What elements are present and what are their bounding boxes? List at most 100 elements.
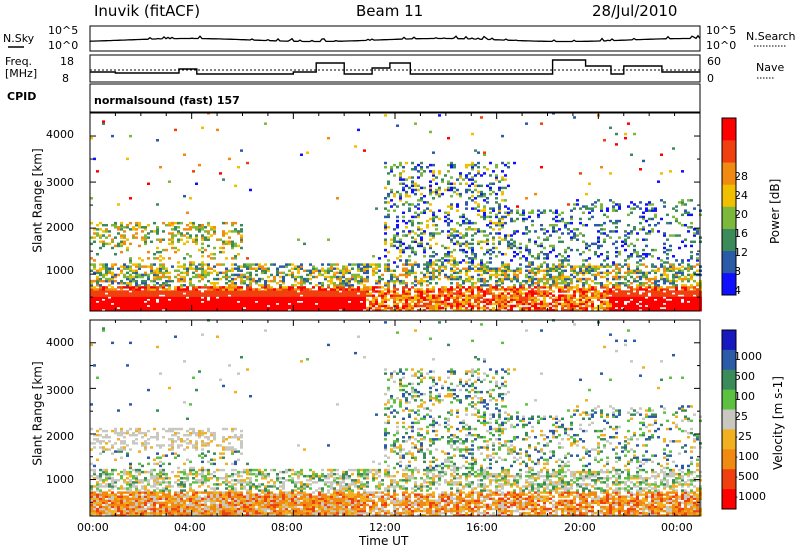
power-cell (294, 300, 297, 304)
power-cell (180, 296, 183, 299)
power-cell (228, 288, 231, 291)
power-cell (324, 292, 327, 295)
power-cell (681, 292, 684, 295)
power-cell (639, 255, 642, 258)
power-cell (396, 292, 399, 295)
power-cell (504, 267, 507, 270)
power-cell (336, 275, 339, 279)
velocity-cell (102, 491, 105, 494)
power-cell (693, 286, 696, 289)
power-cell (93, 292, 96, 295)
power-cell (177, 273, 180, 277)
power-cell (357, 263, 360, 266)
power-cell (573, 232, 576, 235)
power-cell (144, 288, 147, 291)
power-cell (405, 201, 408, 204)
velocity-cell (108, 472, 111, 476)
power-cell (198, 248, 201, 252)
power-cell (96, 281, 99, 285)
power-cell (222, 308, 225, 312)
power-cell (198, 298, 201, 302)
power-cell (516, 279, 519, 283)
power-cell (126, 298, 129, 302)
power-cell (333, 290, 336, 293)
power-cell (234, 296, 237, 299)
power-cell (108, 269, 111, 273)
power-cell (687, 290, 690, 293)
power-cell (471, 161, 474, 165)
power-cell (519, 296, 522, 299)
power-cell (666, 308, 669, 312)
power-cell (567, 296, 570, 299)
power-cell (396, 277, 399, 281)
power-cell (498, 288, 501, 291)
power-cell (501, 252, 504, 256)
velocity-cell (102, 472, 105, 476)
power-cell (402, 298, 405, 302)
power-cell (525, 296, 528, 299)
velocity-cell (90, 343, 93, 347)
power-cell (258, 265, 261, 268)
power-cell (420, 192, 423, 196)
power-cell (201, 292, 204, 295)
power-cell (519, 308, 522, 312)
power-cell (615, 277, 618, 281)
power-cell (663, 279, 666, 283)
power-cell (465, 234, 468, 237)
power-cell (378, 277, 381, 281)
power-cell (189, 281, 192, 285)
power-cell (612, 242, 615, 246)
power-cell (339, 284, 342, 287)
power-cell (213, 265, 216, 268)
power-cell (606, 209, 609, 212)
power-cell (384, 186, 387, 190)
power-cell (690, 244, 693, 248)
power-cell (489, 269, 492, 273)
power-cell (207, 263, 210, 266)
power-cell (132, 298, 135, 302)
power-cell (480, 259, 483, 262)
power-cell (447, 236, 450, 239)
power-cell (573, 207, 576, 210)
power-cell (591, 300, 594, 304)
power-cell (384, 288, 387, 291)
power-cell (219, 308, 222, 312)
power-cell (483, 271, 486, 275)
power-cell (507, 288, 510, 291)
power-cell (501, 238, 504, 241)
power-cell (492, 182, 495, 186)
power-cell (567, 302, 570, 306)
power-cell (429, 238, 432, 241)
power-cell (468, 279, 471, 283)
power-cell (459, 286, 462, 289)
power-cell (687, 265, 690, 268)
power-cell (654, 302, 657, 306)
power-cb-tick-28: 28 (734, 170, 748, 183)
power-cell (387, 209, 390, 212)
power-cell (435, 188, 438, 192)
power-cell (543, 209, 546, 212)
power-cell (432, 300, 435, 304)
power-cell (552, 217, 555, 221)
power-cell (261, 290, 264, 293)
power-cell (429, 203, 432, 206)
power-cell (123, 226, 126, 229)
power-cell (174, 221, 177, 225)
power-cell (426, 306, 429, 310)
power-cell (687, 273, 690, 277)
power-cell (96, 170, 99, 173)
power-cell (624, 234, 627, 237)
power-cell (495, 255, 498, 258)
power-cell (687, 259, 690, 262)
power-cell (492, 238, 495, 241)
power-cell (594, 277, 597, 281)
power-cell (483, 215, 486, 219)
power-cell (174, 246, 177, 250)
power-cell (264, 269, 267, 273)
power-cell (339, 292, 342, 295)
power-cell (258, 279, 261, 283)
power-cell (90, 290, 93, 293)
power-cell (336, 197, 339, 200)
power-cell (156, 228, 159, 231)
power-cell (99, 240, 102, 244)
